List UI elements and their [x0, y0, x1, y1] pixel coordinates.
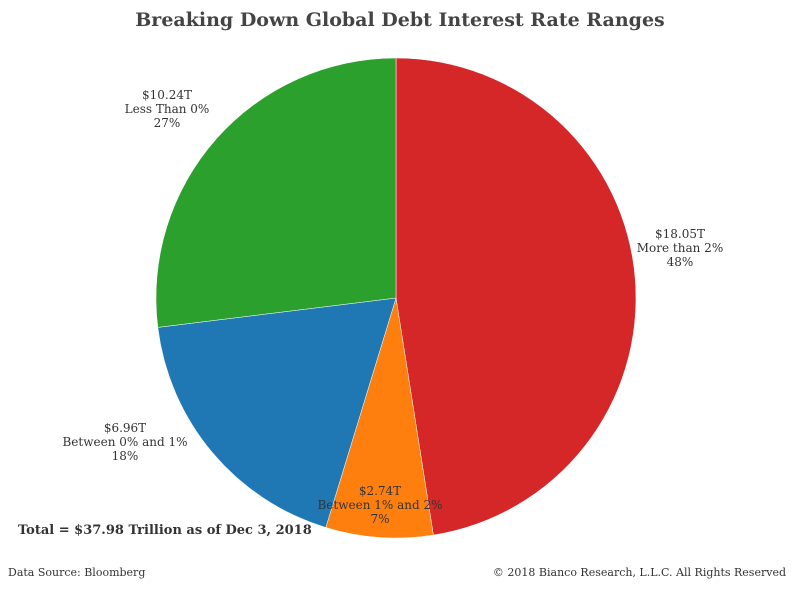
- slice-value-label: $2.74T: [359, 484, 401, 498]
- slice-value-label: $6.96T: [104, 421, 146, 435]
- data-source: Data Source: Bloomberg: [8, 566, 146, 579]
- slice-value-label: $10.24T: [142, 88, 192, 102]
- slice-name-label: More than 2%: [637, 241, 723, 255]
- slice-value-label: $18.05T: [655, 227, 705, 241]
- slice-percent-label: 7%: [370, 512, 389, 526]
- pie-slices: [155, 57, 637, 539]
- slice-name-label: Less Than 0%: [125, 102, 210, 116]
- slice-percent-label: 48%: [667, 255, 694, 269]
- copyright-notice: © 2018 Bianco Research, L.L.C. All Right…: [492, 566, 786, 579]
- slice-percent-label: 18%: [112, 449, 139, 463]
- total-note: Total = $37.98 Trillion as of Dec 3, 201…: [18, 523, 312, 538]
- slice-percent-label: 27%: [154, 116, 181, 130]
- pie-slice: [155, 57, 397, 328]
- chart-title: Breaking Down Global Debt Interest Rate …: [135, 9, 665, 31]
- pie-slice: [325, 297, 434, 539]
- slice-name-label: Between 1% and 2%: [317, 498, 442, 512]
- pie-slice: [157, 297, 397, 528]
- pie-slice: [395, 57, 637, 536]
- slice-name-label: Between 0% and 1%: [62, 435, 187, 449]
